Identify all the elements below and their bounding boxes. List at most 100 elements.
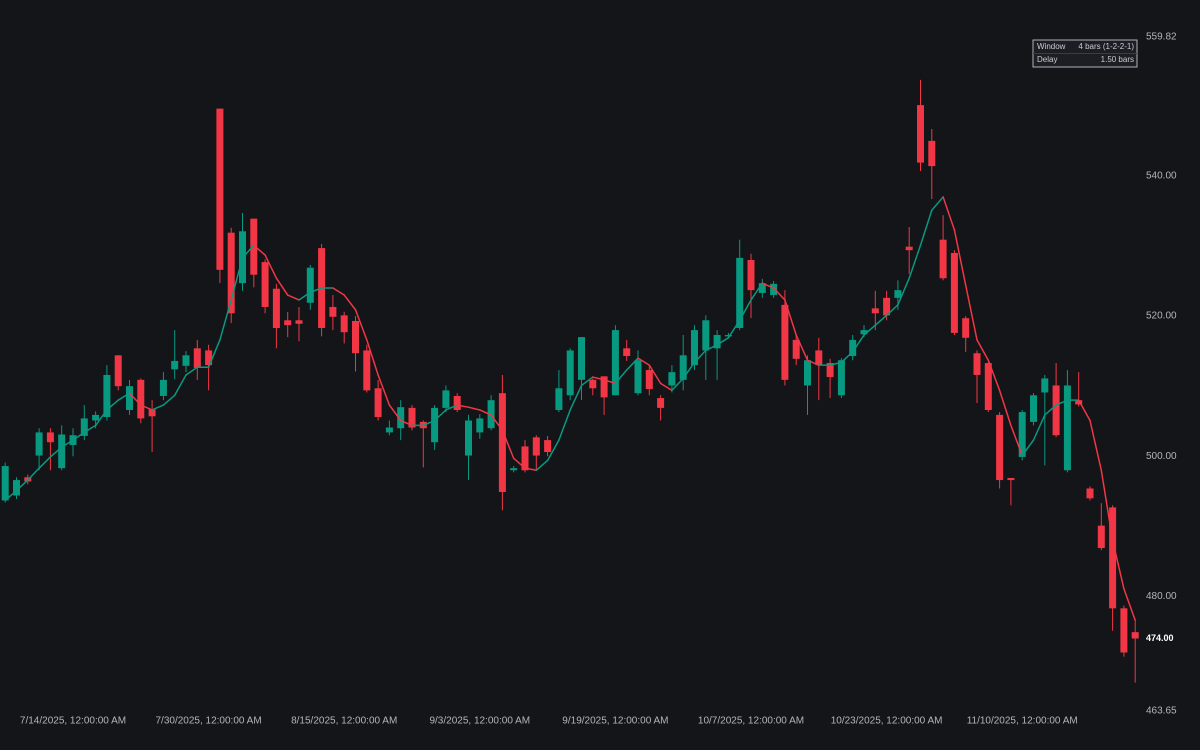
y-tick-label: 559.82 — [1146, 32, 1177, 43]
candle-body — [770, 283, 778, 296]
ma-line — [998, 389, 1012, 427]
candle-body — [272, 288, 280, 328]
ma-line — [919, 209, 933, 247]
ma-line — [671, 377, 684, 392]
ma-line — [332, 287, 345, 296]
ma-line — [1021, 439, 1035, 457]
ma-line — [569, 384, 583, 411]
y-tick-label: 520.00 — [1146, 311, 1177, 322]
ma-line — [264, 254, 278, 279]
candle-body — [13, 480, 20, 496]
candle-body — [1063, 385, 1071, 471]
ma-line — [1100, 469, 1114, 542]
ma-line — [750, 282, 764, 301]
ma-line — [659, 382, 673, 392]
candle-body — [815, 350, 823, 366]
ma-line — [851, 334, 865, 353]
y-tick-label: 480.00 — [1146, 591, 1177, 602]
candle-body — [498, 393, 506, 492]
ma-line — [512, 457, 526, 469]
candle-body — [408, 407, 416, 428]
ma-line — [479, 409, 492, 416]
info-label: Window — [1037, 42, 1066, 51]
ma-line — [4, 489, 18, 502]
candle-body — [894, 290, 902, 298]
candle-body — [917, 105, 924, 163]
y-tick-label: 540.00 — [1146, 171, 1177, 182]
candle-body — [792, 339, 800, 359]
ma-line — [772, 287, 786, 301]
ma-line — [309, 287, 323, 293]
ma-line — [546, 439, 560, 462]
candle-body — [555, 388, 563, 410]
candle-body — [1007, 477, 1015, 481]
candle-body — [758, 283, 766, 293]
candle-body — [385, 427, 393, 433]
ma-line — [1044, 404, 1057, 416]
candle-body — [442, 390, 450, 408]
candle-body — [510, 468, 518, 471]
ma-line — [874, 314, 888, 326]
ma-line — [1123, 587, 1136, 621]
ma-line — [151, 404, 165, 411]
candle-body — [657, 398, 665, 408]
candle-body — [363, 350, 371, 391]
candle-body — [306, 267, 314, 303]
ma-line — [648, 364, 662, 385]
candle-body — [1052, 385, 1060, 436]
candle-body — [216, 108, 224, 270]
ma-line — [976, 339, 990, 361]
candle-body — [1, 466, 9, 501]
ma-line — [829, 361, 843, 366]
ma-line — [580, 376, 594, 387]
candle-body — [1041, 378, 1049, 393]
candle-body — [329, 306, 337, 317]
ma-line — [15, 479, 29, 492]
candle-body — [1131, 632, 1139, 639]
ma-line — [761, 282, 775, 289]
ma-line — [1111, 539, 1125, 590]
ma-line — [72, 431, 86, 441]
ma-line — [738, 299, 752, 322]
ma-line — [366, 339, 379, 376]
ma-line — [275, 277, 289, 296]
ma-line — [1077, 399, 1091, 422]
candle-body — [352, 320, 359, 354]
ma-line — [354, 309, 368, 341]
ma-line — [399, 419, 413, 427]
ma-line — [614, 369, 628, 385]
candle-body — [713, 334, 721, 349]
candle-body — [148, 409, 156, 417]
candle-body — [883, 297, 891, 316]
ma-line — [38, 456, 52, 469]
ma-line — [162, 394, 176, 406]
ma-line — [1010, 424, 1023, 457]
ma-line — [908, 244, 922, 279]
candle-body — [984, 363, 992, 410]
ma-line — [1032, 414, 1046, 441]
candle-body — [668, 372, 676, 386]
x-tick-label: 9/19/2025, 12:00:00 AM — [562, 716, 668, 727]
candle-body — [532, 437, 540, 456]
ma-line — [625, 357, 639, 371]
candle-body — [623, 348, 631, 357]
candle-body — [634, 360, 642, 394]
candle-body — [566, 350, 574, 396]
candle-body — [589, 379, 597, 389]
ma-line — [83, 424, 97, 434]
candle-body — [250, 218, 258, 275]
candle-body — [374, 388, 382, 417]
candle-body — [860, 330, 868, 335]
ma-line — [1089, 419, 1103, 472]
candle-body — [227, 232, 235, 314]
candle-body — [544, 440, 552, 453]
ma-line — [219, 299, 232, 341]
ma-line — [931, 196, 944, 211]
candle-body — [193, 348, 201, 368]
ma-line — [185, 366, 199, 376]
ma-line — [501, 429, 515, 460]
candle-body — [747, 260, 755, 291]
info-value: 4 bars (1-2-2-1) — [1078, 42, 1134, 51]
candle-body — [996, 414, 1004, 481]
